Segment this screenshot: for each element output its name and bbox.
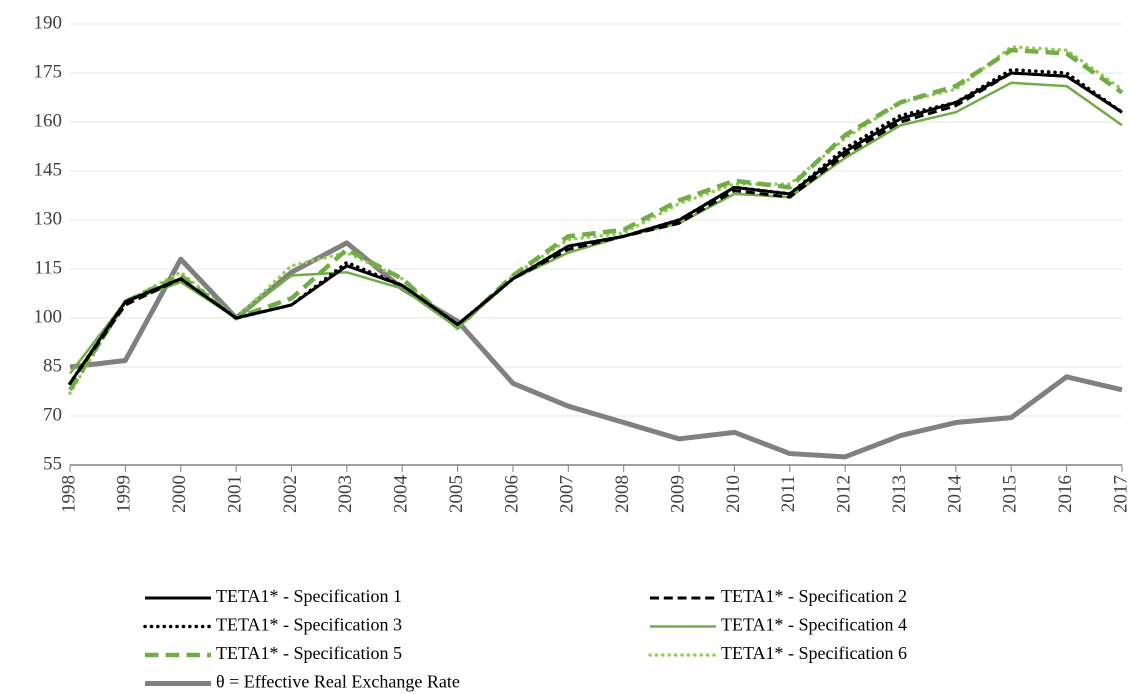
legend-label: TETA1* - Specification 2	[721, 586, 907, 606]
x-tick-label: 2003	[335, 475, 356, 513]
x-tick-label: 2004	[391, 475, 412, 514]
y-tick-label: 130	[34, 208, 63, 229]
y-tick-label: 145	[34, 159, 63, 180]
x-tick-label: 2016	[1055, 475, 1076, 513]
legend-label: TETA1* - Specification 3	[216, 615, 402, 635]
x-tick-label: 2001	[224, 475, 245, 513]
y-tick-label: 175	[34, 61, 63, 82]
y-tick-label: 70	[43, 404, 62, 425]
series-line	[68, 71, 1123, 385]
legend-label: θ = Effective Real Exchange Rate	[216, 672, 460, 692]
legend-label: TETA1* - Specification 1	[216, 586, 402, 606]
legend-label: TETA1* - Specification 6	[721, 643, 907, 663]
y-tick-label: 115	[34, 257, 62, 278]
x-tick-label: 2010	[723, 475, 744, 513]
series-line	[69, 240, 1123, 460]
x-tick-label: 2013	[889, 475, 910, 513]
x-tick-label: 2015	[1000, 475, 1021, 513]
x-tick-label: 2002	[280, 475, 301, 513]
x-tick-label: 2007	[557, 475, 578, 513]
x-tick-label: 2009	[667, 475, 688, 513]
y-tick-label: 100	[34, 306, 63, 327]
x-tick-label: 2000	[169, 475, 190, 513]
y-tick-label: 160	[34, 110, 63, 131]
x-tick-label: 1998	[58, 475, 79, 513]
y-tick-label: 55	[43, 453, 62, 474]
series-line	[69, 81, 1123, 375]
series-line	[68, 67, 1124, 386]
x-tick-label: 2017	[1110, 475, 1131, 513]
legend-label: TETA1* - Specification 4	[721, 615, 907, 635]
y-tick-label: 190	[34, 12, 63, 33]
x-tick-label: 1999	[114, 475, 135, 513]
x-tick-label: 2005	[446, 475, 467, 513]
x-tick-label: 2006	[501, 475, 522, 513]
x-tick-label: 2012	[834, 475, 855, 513]
series-line	[68, 45, 1124, 395]
x-tick-label: 2011	[778, 475, 799, 512]
series-line	[68, 71, 1123, 385]
legend-label: TETA1* - Specification 5	[216, 643, 402, 663]
y-tick-label: 85	[43, 355, 62, 376]
x-tick-label: 2014	[944, 475, 965, 514]
x-tick-label: 2008	[612, 475, 633, 513]
